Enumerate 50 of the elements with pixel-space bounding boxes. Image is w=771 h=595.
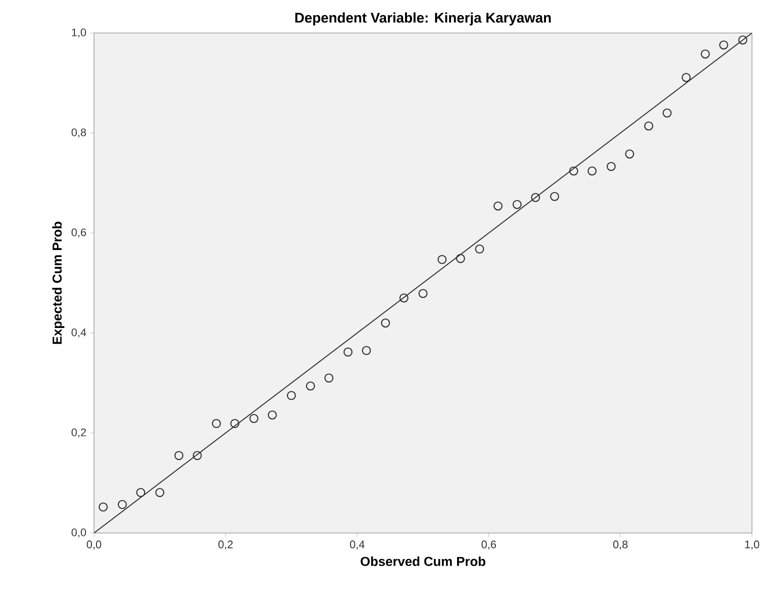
point xyxy=(588,166,597,176)
point xyxy=(192,450,202,460)
point xyxy=(700,49,710,59)
point xyxy=(136,488,146,498)
x-tick-label: 0,2 xyxy=(218,540,233,550)
y-tick-label: 0,4 xyxy=(72,328,86,338)
y-tick-label: 0,6 xyxy=(72,228,86,238)
point xyxy=(268,410,277,420)
point xyxy=(399,293,408,303)
point xyxy=(662,108,672,118)
point xyxy=(456,254,466,264)
y-tick-label: 0,8 xyxy=(72,128,86,138)
x-tick-label: 0,0 xyxy=(86,540,102,550)
point xyxy=(286,390,296,400)
chart-title: Dependent Variable: Kinerja Karyawan xyxy=(295,12,551,26)
point xyxy=(343,347,353,357)
point xyxy=(174,450,184,460)
point xyxy=(530,192,540,202)
point xyxy=(493,201,503,211)
point xyxy=(249,414,258,424)
point xyxy=(212,418,221,428)
point xyxy=(475,244,484,254)
point xyxy=(98,502,108,512)
y-tick-label: 0,0 xyxy=(72,528,86,538)
point xyxy=(644,121,654,131)
x-axis-title: Observed Cum Prob xyxy=(360,556,486,566)
x-tick-label: 1,0 xyxy=(745,540,760,550)
point xyxy=(606,162,616,172)
point xyxy=(550,192,560,202)
point xyxy=(324,373,334,383)
point xyxy=(569,166,578,176)
point xyxy=(738,35,748,45)
point xyxy=(306,381,316,391)
x-tick-label: 0,8 xyxy=(613,540,628,550)
point xyxy=(362,346,371,356)
point xyxy=(380,318,390,328)
point xyxy=(512,200,522,210)
point xyxy=(230,418,240,428)
point xyxy=(682,72,691,82)
x-tick-label: 0,4 xyxy=(350,540,365,550)
x-tick-label: 0,6 xyxy=(482,540,496,550)
point xyxy=(118,500,127,510)
y-tick-label: 1,0 xyxy=(72,28,86,38)
point xyxy=(418,288,428,298)
y-axis-title: Expected Cum Prob xyxy=(52,222,64,344)
point xyxy=(155,488,164,498)
point xyxy=(438,254,447,264)
point xyxy=(719,40,728,50)
point xyxy=(625,149,634,159)
y-tick-label: 0,2 xyxy=(72,428,86,438)
